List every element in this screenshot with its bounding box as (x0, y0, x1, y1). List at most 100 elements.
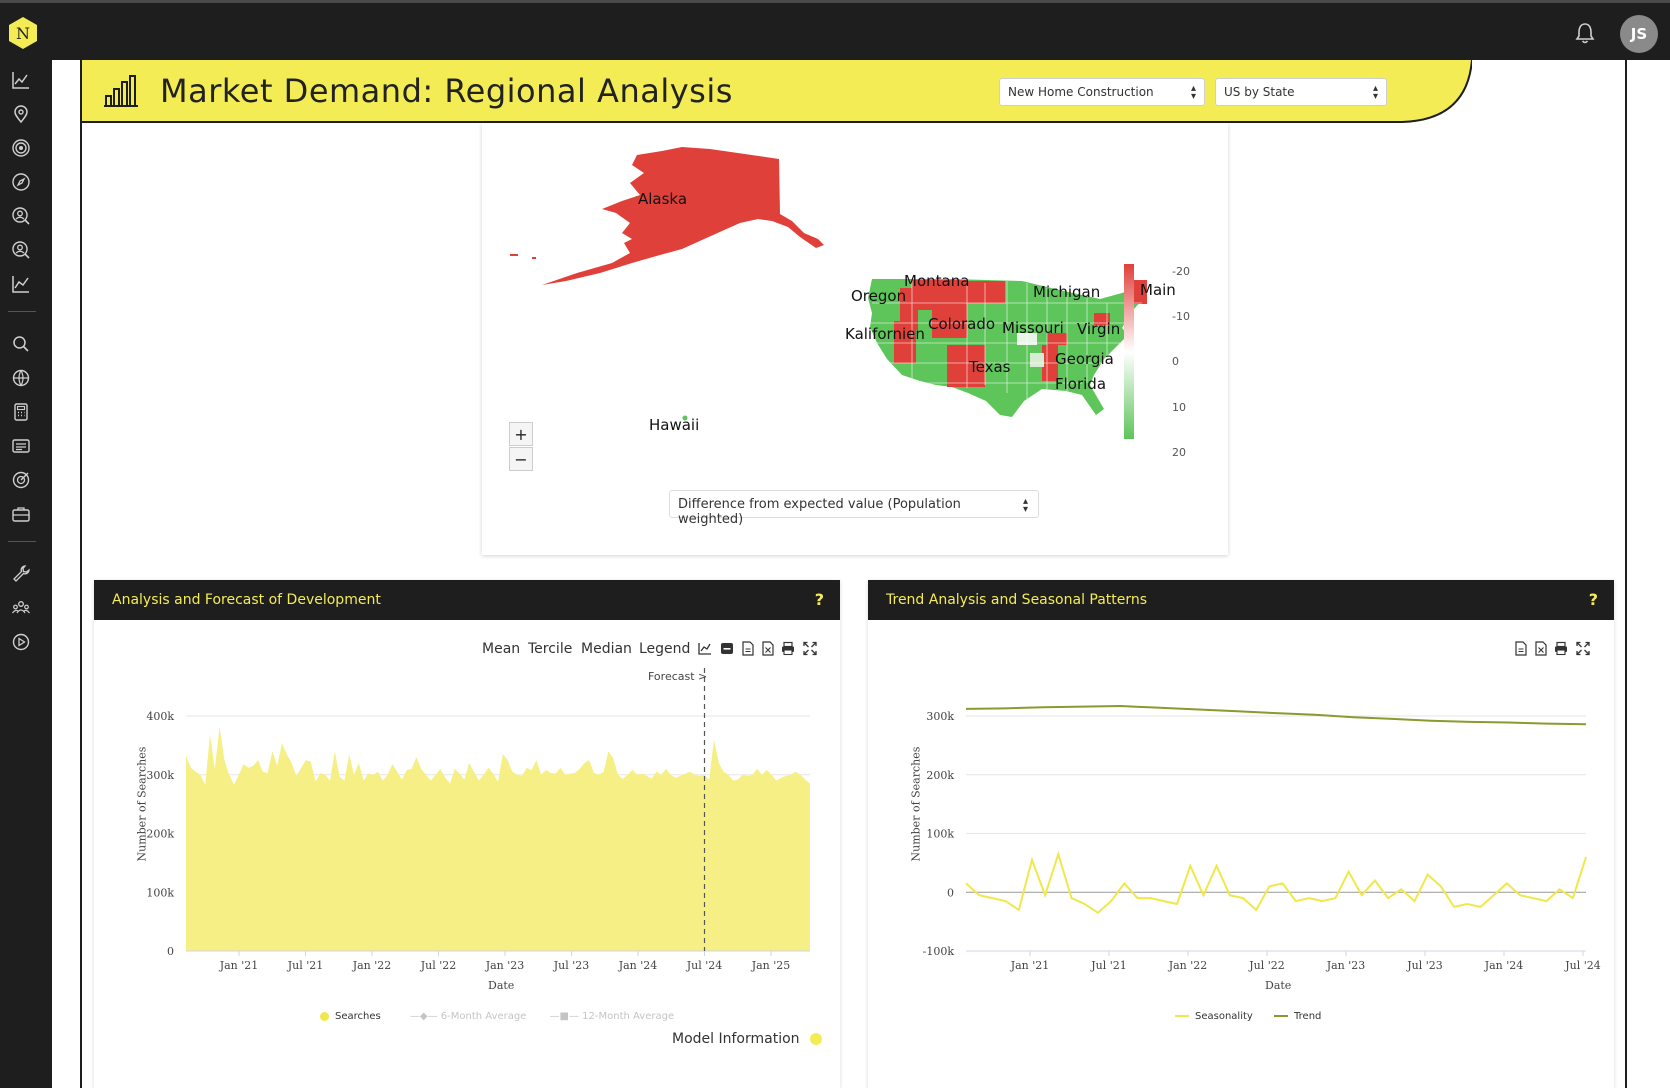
region-select-value: US by State (1224, 85, 1295, 99)
select-arrows-icon: ▴ ▾ (1372, 83, 1378, 102)
calculator-icon[interactable] (11, 402, 31, 422)
map-label-oregon: Oregon (851, 287, 907, 305)
map-metric-select[interactable]: Difference from expected value (Populati… (669, 490, 1039, 527)
industry-select[interactable]: New Home Construction ▴ ▾ (999, 78, 1205, 106)
map-label-virginia: Virgin (1077, 320, 1121, 338)
map-label-florida: Florida (1055, 375, 1107, 393)
notification-bell-icon[interactable] (1574, 21, 1596, 45)
scale-tick: 10 (1172, 401, 1186, 414)
region-select[interactable]: US by State ▴ ▾ (1215, 78, 1387, 106)
legend-6-month-average[interactable]: —◆— 6-Month Average (409, 1011, 527, 1022)
trend-line-chart[interactable]: -100k 0 100k 200k 300k Jan '21 Jul '21 Jan '22 J… (868, 660, 1614, 1020)
forecast-area-chart[interactable]: 0 100k 200k 300k 400k Jan '21 Jul '21 Jan '22 Ju… (94, 660, 840, 1020)
map-label-michigan: Michigan (1033, 283, 1101, 301)
forecast-panel-header: Analysis and Forecast of Development ? (94, 580, 840, 620)
y-tick-label: 300k (146, 769, 174, 782)
state-north-dakota (967, 281, 1005, 303)
map-label-missouri: Missouri (1002, 319, 1064, 337)
right-chart-xlabel: Date (1265, 979, 1292, 992)
download-excel-icon[interactable] (761, 641, 775, 656)
trend-panel-title: Trend Analysis and Seasonal Patterns (886, 592, 1148, 608)
download-excel-icon[interactable] (1534, 641, 1548, 656)
zoom-out-button[interactable]: − (509, 447, 533, 471)
globe-icon[interactable] (11, 368, 31, 388)
compass-icon[interactable] (11, 172, 31, 192)
state-new-mexico (947, 345, 985, 387)
wrench-icon[interactable] (11, 564, 31, 584)
y-tick-label: 100k (926, 828, 954, 841)
print-icon[interactable] (1554, 641, 1568, 656)
legend-seasonality[interactable]: Seasonality (1175, 1011, 1253, 1022)
print-icon[interactable] (781, 641, 795, 656)
user-search-icon[interactable] (11, 206, 31, 226)
seasonality-line (965, 850, 1587, 915)
map-metric-value: Difference from expected value (Populati… (678, 497, 961, 527)
line-chart-icon[interactable] (11, 274, 31, 294)
user-avatar[interactable]: JS (1620, 15, 1658, 53)
analytics-icon[interactable] (11, 70, 31, 90)
trend-panel-header: Trend Analysis and Seasonal Patterns ? (868, 580, 1614, 620)
scale-tick: 20 (1172, 446, 1186, 459)
x-tick-label: Jul '23 (553, 959, 590, 972)
map-label-maine: Main (1140, 281, 1176, 299)
tercile-toggle[interactable]: Tercile (528, 641, 573, 657)
y-tick-label: 200k (146, 828, 174, 841)
user-profile-icon[interactable] (11, 240, 31, 260)
state-wyoming (932, 310, 967, 338)
content-frame-left (80, 60, 82, 1088)
x-tick-label: Jul '21 (1090, 959, 1127, 972)
help-icon[interactable]: ? (814, 590, 824, 609)
forecast-panel-title: Analysis and Forecast of Development (112, 592, 381, 608)
news-icon[interactable] (11, 436, 31, 456)
legend-12-month-average[interactable]: —■— 12-Month Average (549, 1011, 675, 1022)
state-borders (870, 280, 1142, 399)
x-tick-label: Jul '22 (1248, 959, 1285, 972)
x-tick-label: Jan '23 (485, 959, 525, 972)
team-icon[interactable] (11, 598, 31, 618)
y-tick-label: 300k (926, 710, 954, 723)
model-information-link[interactable]: Model Information (672, 1031, 822, 1047)
fullscreen-icon[interactable] (803, 641, 817, 656)
play-icon[interactable] (11, 632, 31, 652)
briefcase-icon[interactable] (11, 504, 31, 524)
download-pdf-icon[interactable] (1514, 641, 1528, 656)
legend-searches[interactable]: Searches (320, 1011, 381, 1022)
x-tick-label: Jan '21 (1010, 959, 1050, 972)
state-light-louisiana (1030, 353, 1044, 367)
collapse-icon[interactable] (720, 641, 734, 656)
legend-trend[interactable]: Trend (1274, 1011, 1321, 1022)
x-tick-label: Jul '24 (1564, 959, 1601, 972)
us-choropleth-map[interactable] (482, 123, 1228, 555)
x-tick-label: Jan '22 (1168, 959, 1208, 972)
scale-tick: -10 (1172, 310, 1190, 323)
mean-toggle[interactable]: Mean (482, 641, 521, 657)
industry-select-value: New Home Construction (1008, 85, 1154, 99)
x-tick-label: Jul '22 (420, 959, 457, 972)
map-label-texas: Texas (969, 358, 1011, 376)
help-icon[interactable]: ? (1588, 590, 1598, 609)
download-pdf-icon[interactable] (741, 641, 755, 656)
goal-icon[interactable] (11, 470, 31, 490)
x-tick-label: Jan '22 (352, 959, 392, 972)
right-chart-legend: Seasonality Trend (1175, 1011, 1321, 1022)
target-icon[interactable] (11, 138, 31, 158)
right-chart-ylabel: Number of Searches (909, 746, 923, 862)
location-pin-icon[interactable] (11, 104, 31, 124)
searches-area (186, 726, 810, 951)
y-tick-label: -100k (923, 945, 955, 958)
legend-toggle[interactable]: Legend (639, 641, 691, 657)
median-toggle[interactable]: Median (581, 641, 632, 657)
app-logo-icon[interactable]: N (8, 16, 38, 50)
trend-line (965, 704, 1587, 726)
chart-type-icon[interactable] (698, 641, 712, 656)
bar-chart-icon (104, 75, 138, 107)
state-nevada (894, 321, 916, 363)
zoom-in-button[interactable]: + (509, 422, 533, 446)
sidebar-divider (8, 541, 36, 542)
fullscreen-icon[interactable] (1576, 641, 1590, 656)
select-arrows-icon: ▴ ▾ (1190, 83, 1196, 102)
select-arrows-icon: ▴ ▾ (1022, 496, 1028, 515)
x-tick-label: Jan '24 (1484, 959, 1524, 972)
search-icon[interactable] (11, 334, 31, 354)
x-tick-label: Jul '24 (686, 959, 723, 972)
